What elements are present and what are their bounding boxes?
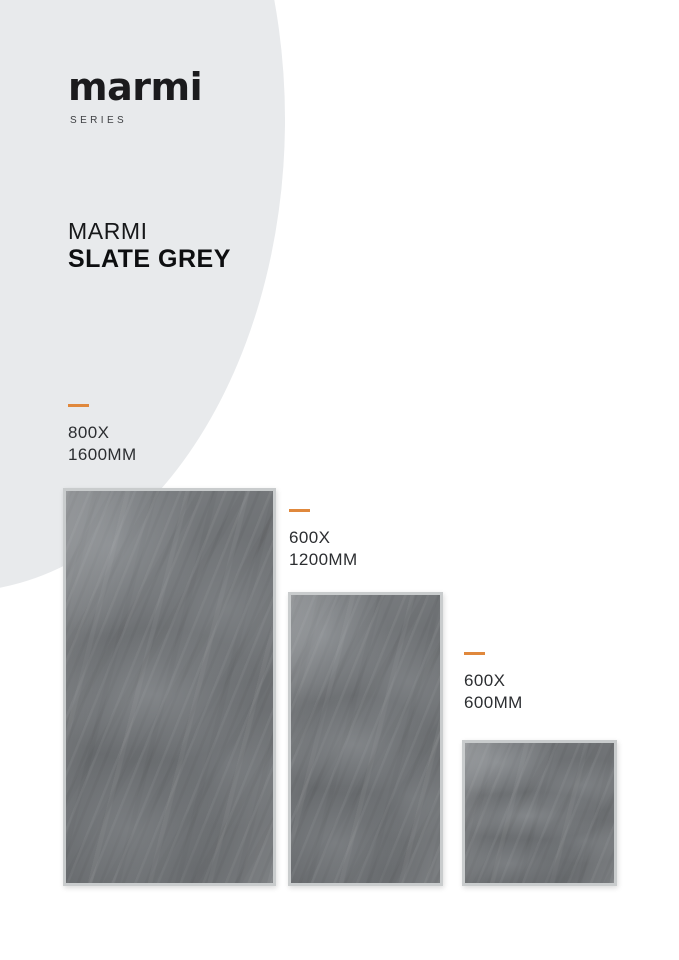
product-name: SLATE GREY [68, 245, 231, 274]
tile-texture-small [465, 743, 614, 883]
size-label-medium-line2: 1200MM [289, 549, 358, 569]
accent-dash-icon [464, 652, 485, 655]
size-label-small: 600X 600MM [464, 652, 523, 714]
accent-dash-icon [68, 404, 89, 407]
tile-swatch-small [462, 740, 617, 886]
size-label-small-line1: 600X [464, 671, 506, 690]
size-label-small-line2: 600MM [464, 692, 523, 712]
page-title: MARMI SLATE GREY [68, 218, 231, 275]
accent-dash-icon [289, 509, 310, 512]
size-label-large: 800X 1600MM [68, 404, 137, 466]
brand-lockup: marmi SERIES [68, 65, 203, 126]
tile-texture-medium [291, 595, 440, 883]
tile-swatch-medium [288, 592, 443, 886]
brand-subtitle: SERIES [70, 115, 128, 126]
tile-sheen-medium [291, 595, 440, 883]
tile-sheen-small [465, 743, 614, 883]
product-collection-name: MARMI [68, 218, 148, 244]
tile-swatch-large [63, 488, 276, 886]
size-label-large-line1: 800X [68, 423, 110, 442]
size-label-medium-line1: 600X [289, 528, 331, 547]
size-label-medium: 600X 1200MM [289, 509, 358, 571]
tile-texture-large [66, 491, 273, 883]
tile-sheen-large [66, 491, 273, 883]
size-label-large-line2: 1600MM [68, 444, 137, 464]
brand-logo: marmi [68, 65, 203, 109]
